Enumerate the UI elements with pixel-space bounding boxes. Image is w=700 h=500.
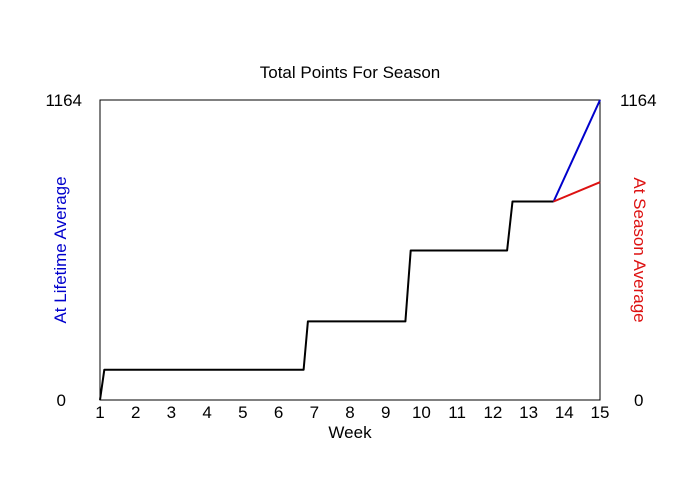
x-tick-label: 15 [591,403,610,422]
series-line-1 [99,200,554,401]
x-tick-label: 10 [412,403,431,422]
y-right-max-label: 1164 [620,91,657,110]
y-left-max-label: 1164 [45,91,82,110]
x-tick-label: 13 [519,403,538,422]
x-tick-label: 9 [381,403,390,422]
x-axis-label: Week [328,423,372,442]
plot-frame [99,99,601,401]
x-axis-ticks: 1 2 3 4 5 6 7 8 9 10 11 12 13 14 15 [95,403,609,422]
x-tick-label: 2 [131,403,140,422]
x-tick-label: 11 [448,403,466,422]
x-tick-label: 6 [274,403,283,422]
series-line-3 [553,181,601,203]
series-line-2 [552,99,601,202]
x-tick-label: 14 [555,403,574,422]
x-tick-label: 4 [202,403,211,422]
y-right-axis-label: At Season Average [630,177,649,322]
y-left-min-label: 0 [57,391,66,410]
x-tick-label: 8 [345,403,354,422]
chart-title: Total Points For Season [260,63,440,82]
x-tick-label: 3 [167,403,176,422]
y-right-min-label: 0 [634,391,643,410]
y-left-axis-label: At Lifetime Average [51,176,70,323]
x-tick-label: 7 [310,403,319,422]
x-tick-label: 5 [238,403,247,422]
x-tick-label: 12 [483,403,502,422]
x-tick-label: 1 [95,403,104,422]
series-layer [99,99,601,401]
